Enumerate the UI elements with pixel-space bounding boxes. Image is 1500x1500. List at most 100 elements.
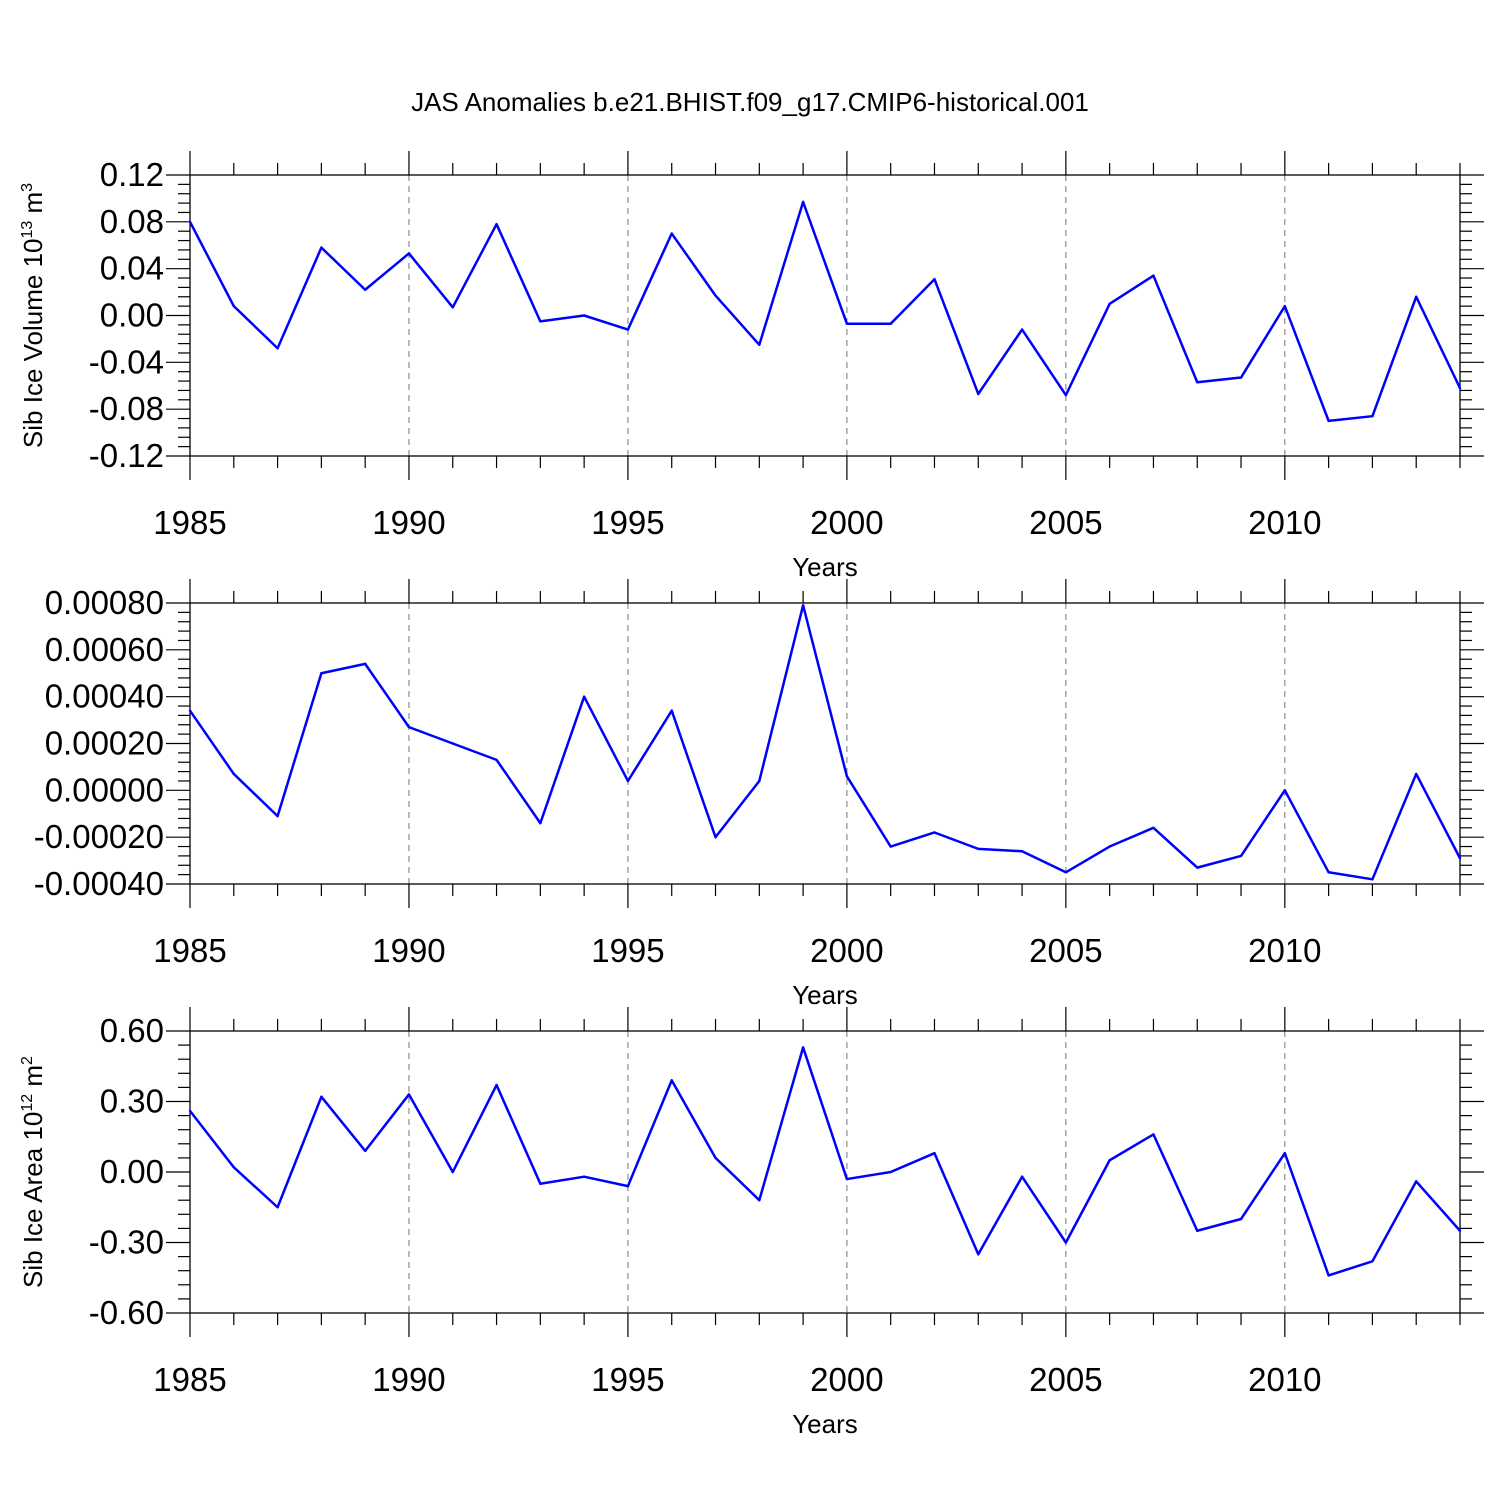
data-point [1064, 871, 1068, 874]
y-tick-label: 0.12 [100, 156, 164, 193]
data-point [495, 758, 498, 762]
data-point [714, 835, 717, 839]
data-point [670, 232, 673, 235]
data-point [451, 742, 454, 745]
y-axis-label-unit-exponent: 3 [19, 183, 36, 192]
data-point [451, 1170, 454, 1174]
x-axis-label: Years [792, 1409, 858, 1439]
x-tick-label: 2000 [810, 932, 883, 969]
data-point [232, 772, 235, 776]
y-tick-label: 0.00020 [45, 725, 164, 762]
x-tick-label: 1995 [591, 504, 664, 541]
series-line [189, 1046, 1461, 1277]
y-axis-label-unit: m [18, 192, 48, 221]
series-line [188, 604, 1462, 881]
x-axis-label: Years [792, 980, 858, 1010]
data-point [1196, 1229, 1199, 1232]
data-point [1283, 789, 1287, 792]
x-axis-label: Years [792, 552, 858, 582]
y-tick-label: 0.00000 [45, 771, 164, 808]
data-point [1239, 376, 1243, 379]
data-point [714, 294, 717, 297]
x-tick-label: 2005 [1029, 504, 1102, 541]
data-point [1371, 878, 1374, 881]
plot-frame [189, 602, 1461, 885]
data-point [320, 672, 323, 675]
panel-2: 1985 1990 1995 2000 2005 2010 Years -0.00040 -0.… [34, 579, 1484, 1010]
x-tick-label: 1990 [372, 1361, 445, 1398]
x-tick-label: 2000 [810, 1361, 883, 1398]
data-point [363, 662, 367, 666]
y-tick-label: -0.00040 [34, 865, 164, 902]
y-axis-label-unit: m [18, 1065, 48, 1094]
y-tick-label: -0.08 [89, 390, 164, 427]
data-point [1152, 274, 1155, 277]
data-point [801, 1046, 805, 1049]
data-point [539, 821, 542, 825]
data-point [1458, 857, 1462, 860]
data-point [188, 709, 192, 712]
y-tick-label: 0.08 [100, 203, 164, 240]
data-point [714, 1156, 717, 1160]
data-point [977, 1253, 980, 1256]
data-point [1327, 419, 1330, 423]
panel-3: 1985 1990 1995 2000 2005 2010 Years -0.60 -0.30 0… [18, 1007, 1484, 1439]
data-point [407, 252, 411, 255]
data-point [1371, 1260, 1374, 1263]
data-point [276, 1206, 279, 1209]
y-axis-label-exponent: 12 [19, 1094, 36, 1112]
data-point [1196, 866, 1199, 869]
data-point [1020, 328, 1024, 331]
data-point [320, 246, 323, 249]
y-tick-label: -0.04 [89, 343, 164, 380]
y-tick-label: 0.00060 [45, 631, 164, 668]
data-point [407, 725, 411, 729]
x-tick-label: 1995 [591, 1361, 664, 1398]
data-point [1108, 1159, 1111, 1162]
data-point [1415, 295, 1418, 298]
y-axis-label-exponent: 13 [19, 221, 36, 239]
plot-frame [189, 174, 1461, 457]
data-point [1415, 772, 1418, 776]
data-point [758, 1199, 761, 1202]
y-axis-label-text: Sib Ice Volume 10 [18, 239, 48, 449]
data-point [320, 1095, 323, 1099]
data-point [232, 1166, 235, 1169]
y-tick-label: 0.04 [100, 250, 164, 287]
data-point [977, 847, 980, 851]
data-point [1283, 304, 1287, 308]
data-point [670, 1079, 673, 1082]
data-point [188, 220, 192, 224]
plot-frame [189, 1030, 1461, 1314]
panel-1: 1985 1990 1995 2000 2005 2010 Years -0.12 -0.08 -… [18, 151, 1484, 582]
data-point [889, 1170, 892, 1174]
data-point [845, 322, 849, 325]
data-point [363, 1149, 367, 1153]
data-point [889, 845, 892, 848]
x-tick-label: 2010 [1248, 932, 1321, 969]
data-point [1283, 1152, 1287, 1155]
x-tick-label: 1995 [591, 932, 664, 969]
data-point [845, 1177, 849, 1181]
data-point [626, 779, 630, 783]
data-point [670, 709, 673, 712]
x-tick-label: 2005 [1029, 1361, 1102, 1398]
y-axis-label-text: Sib Ice Area 10 [18, 1112, 48, 1288]
x-tick-label: 1985 [153, 932, 226, 969]
data-point [758, 779, 761, 783]
data-point [539, 320, 542, 323]
data-point [1064, 393, 1068, 397]
data-point [1064, 1241, 1068, 1244]
y-tick-label: -0.30 [89, 1224, 164, 1261]
data-point [1458, 386, 1462, 390]
data-point [1327, 871, 1330, 874]
x-tick-label: 2010 [1248, 504, 1321, 541]
data-point [933, 278, 936, 281]
data-point [1239, 1217, 1243, 1221]
data-point [1458, 1229, 1462, 1232]
data-point [801, 604, 805, 607]
data-point [801, 200, 805, 204]
data-point [495, 222, 498, 226]
data-point [626, 1184, 630, 1188]
